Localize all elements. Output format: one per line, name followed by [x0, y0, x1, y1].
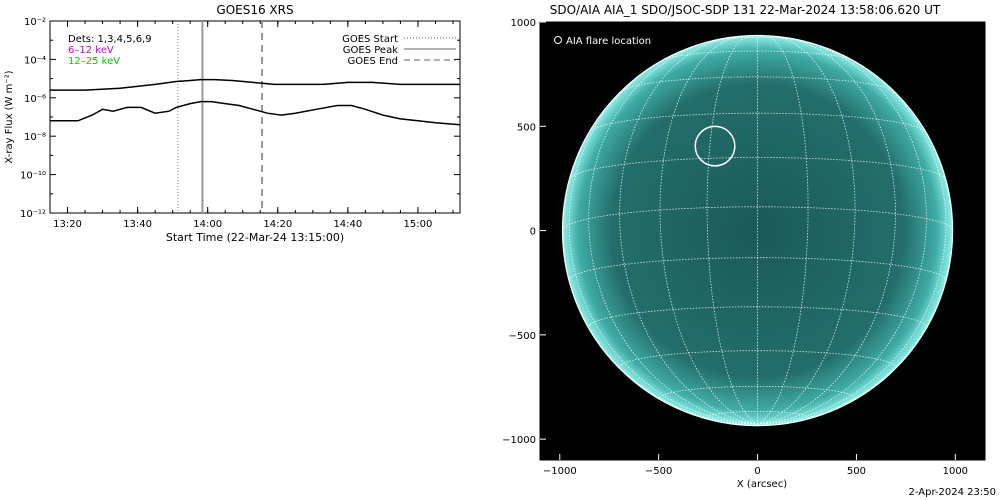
goes-x-tick-label: 14:40 — [333, 219, 362, 230]
legend-goes-peak: GOES Peak — [343, 45, 398, 56]
aia-y-tick-label: −500 — [509, 331, 536, 342]
goes-series-group — [50, 80, 460, 125]
goes-legend-right: GOES Start GOES Peak GOES End — [342, 34, 456, 67]
goes-event-markers — [178, 21, 262, 213]
aia-image-chart: SDO/AIA AIA_1 SDO/JSOC-SDP 131 22-Mar-20… — [495, 0, 1000, 500]
aia-x-tick-label: −1000 — [543, 466, 577, 477]
goes-chart-title: GOES16 XRS — [216, 3, 293, 17]
goes-y-tick-label: 10⁻¹⁰ — [20, 171, 46, 182]
goes-y-tick-label: 10⁻² — [24, 17, 46, 28]
legend-12-25-kev: 12–25 keV — [68, 56, 120, 67]
aia-y-tick-label: 0 — [530, 227, 536, 238]
aia-x-tick-label: −500 — [645, 466, 672, 477]
footer-date: 2-Apr-2024 23:50 — [909, 487, 996, 498]
goes-x-tick-label: 14:20 — [263, 219, 292, 230]
flare-legend-label: AIA flare location — [566, 36, 651, 47]
legend-goes-start: GOES Start — [342, 34, 398, 45]
aia-flare-legend: AIA flare location — [555, 36, 652, 47]
legend-6-12-kev: 6–12 keV — [68, 45, 114, 56]
goes-legend-left: Dets: 1,3,4,5,6,9 6–12 keV 12–25 keV — [68, 34, 152, 67]
goes-x-tick-label: 15:00 — [404, 219, 433, 230]
aia-y-tick-label: 500 — [517, 122, 536, 133]
goes-x-tick-label: 13:40 — [123, 219, 152, 230]
aia-x-tick-label: 0 — [754, 466, 760, 477]
goes-xrs-chart: GOES16 XRS 10⁻¹² 10⁻¹⁰ 10⁻⁸ 10⁻⁶ 10⁻⁴ 10⁻² 13… — [0, 0, 470, 260]
goes-y-tick-label: 10⁻⁸ — [24, 132, 46, 143]
goes-x-tick-label: 13:20 — [53, 219, 82, 230]
goes-x-tick-label: 14:00 — [193, 219, 222, 230]
aia-chart-title: SDO/AIA AIA_1 SDO/JSOC-SDP 131 22-Mar-20… — [550, 3, 941, 17]
aia-y-tick-label: 1000 — [511, 18, 536, 29]
goes-series-long — [50, 80, 460, 91]
goes-y-tick-label: 10⁻¹² — [20, 209, 46, 220]
aia-x-tick-label: 1000 — [943, 466, 968, 477]
goes-y-tick-label: 10⁻⁶ — [24, 94, 46, 105]
goes-y-axis-label: X-ray Flux (W m⁻²) — [4, 70, 15, 163]
goes-x-axis-label: Start Time (22-Mar-24 13:15:00) — [166, 231, 344, 244]
aia-y-axis: −1000 −500 0 500 1000 — [502, 18, 546, 446]
aia-y-tick-label: −1000 — [502, 435, 536, 446]
legend-goes-end: GOES End — [348, 56, 398, 67]
aia-x-axis-label: X (arcsec) — [737, 479, 787, 490]
aia-x-tick-label: 500 — [847, 466, 866, 477]
legend-dets: Dets: 1,3,4,5,6,9 — [68, 34, 152, 45]
goes-y-tick-label: 10⁻⁴ — [24, 55, 46, 66]
goes-series-short — [50, 102, 460, 125]
